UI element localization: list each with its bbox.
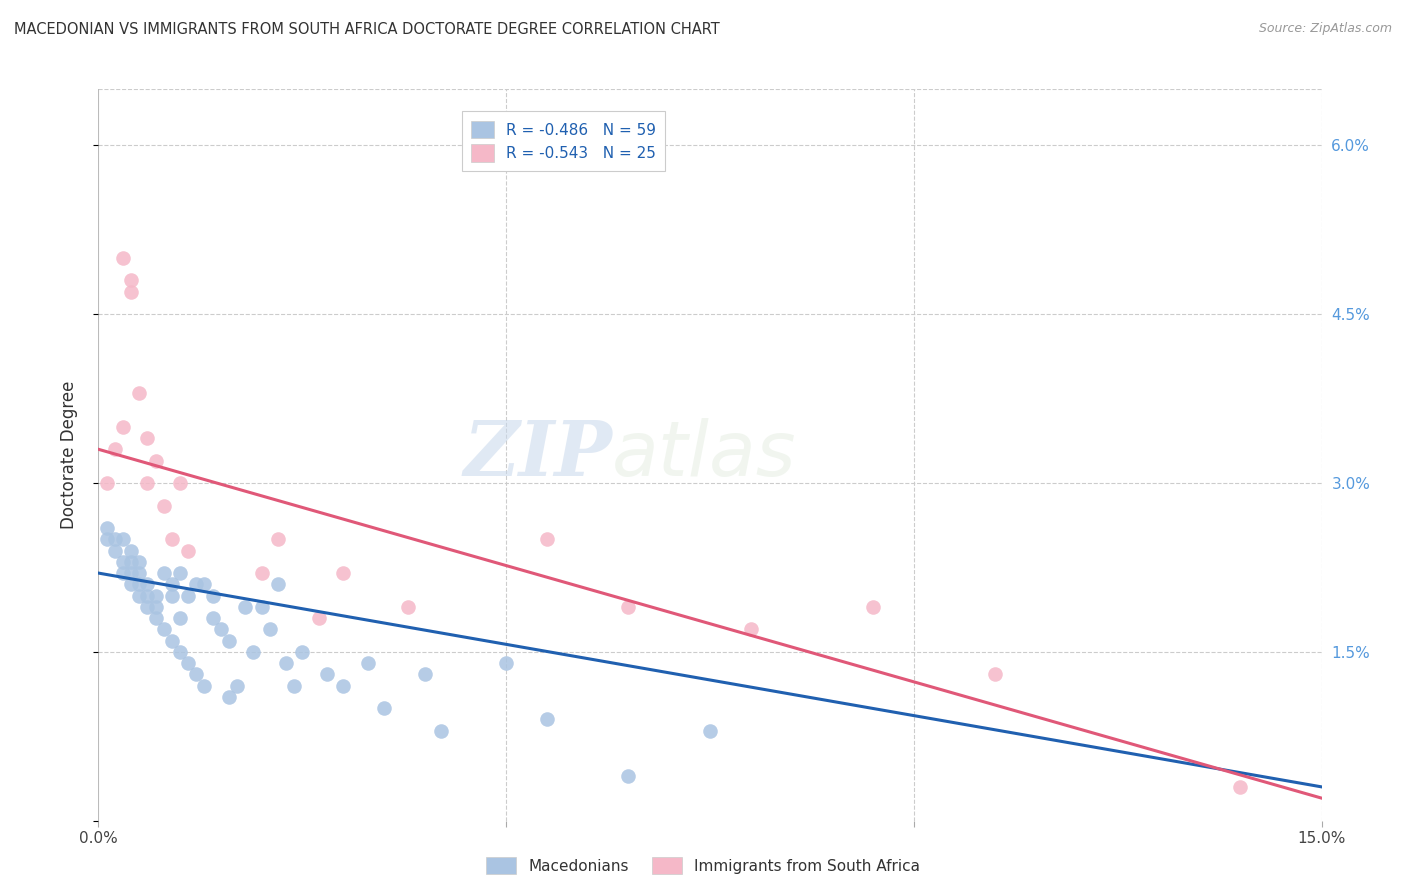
Point [160, 589, 183, 603]
Point [96, 476, 118, 491]
Point [120, 285, 142, 299]
Point [308, 611, 330, 625]
Point [332, 679, 354, 693]
Point [169, 566, 191, 580]
Point [152, 499, 174, 513]
Point [259, 623, 281, 637]
Point [152, 566, 174, 580]
Point [160, 533, 183, 547]
Text: Source: ZipAtlas.com: Source: ZipAtlas.com [1258, 22, 1392, 36]
Point [218, 690, 240, 704]
Point [136, 599, 159, 614]
Point [291, 645, 314, 659]
Point [218, 633, 240, 648]
Point [160, 633, 183, 648]
Point [283, 679, 305, 693]
Point [242, 645, 264, 659]
Point [104, 543, 127, 558]
Point [186, 577, 208, 591]
Text: MACEDONIAN VS IMMIGRANTS FROM SOUTH AFRICA DOCTORATE DEGREE CORRELATION CHART: MACEDONIAN VS IMMIGRANTS FROM SOUTH AFRI… [14, 22, 720, 37]
Point [136, 476, 159, 491]
Point [536, 712, 558, 726]
Point [169, 645, 191, 659]
Point [120, 555, 142, 569]
Point [128, 589, 150, 603]
Point [396, 599, 419, 614]
Point [128, 555, 150, 569]
Point [186, 667, 208, 681]
Point [233, 599, 256, 614]
Point [699, 723, 721, 738]
Legend: Macedonians, Immigrants from South Africa: Macedonians, Immigrants from South Afric… [479, 851, 927, 880]
Point [145, 611, 167, 625]
Point [104, 533, 127, 547]
Legend: R = -0.486   N = 59, R = -0.543   N = 25: R = -0.486 N = 59, R = -0.543 N = 25 [461, 112, 665, 171]
Point [145, 599, 167, 614]
Point [111, 251, 134, 265]
Point [193, 679, 215, 693]
Point [152, 623, 174, 637]
Point [120, 273, 142, 287]
Point [250, 566, 273, 580]
Point [267, 533, 290, 547]
Point [430, 723, 453, 738]
Y-axis label: Doctorate Degree: Doctorate Degree [59, 381, 77, 529]
Point [120, 543, 142, 558]
Point [209, 623, 232, 637]
Point [104, 442, 127, 457]
Point [226, 679, 249, 693]
Point [145, 589, 167, 603]
Point [250, 599, 273, 614]
Point [111, 566, 134, 580]
Point [169, 611, 191, 625]
Point [862, 599, 884, 614]
Point [984, 667, 1007, 681]
Point [315, 667, 337, 681]
Point [740, 623, 762, 637]
Point [169, 476, 191, 491]
Point [128, 386, 150, 401]
Point [193, 577, 215, 591]
Text: atlas: atlas [612, 418, 797, 491]
Point [111, 533, 134, 547]
Point [201, 589, 224, 603]
Point [120, 577, 142, 591]
Point [96, 533, 118, 547]
Point [160, 577, 183, 591]
Point [128, 577, 150, 591]
Point [201, 611, 224, 625]
Point [177, 543, 200, 558]
Point [274, 656, 297, 670]
Point [136, 431, 159, 445]
Point [177, 589, 200, 603]
Text: ZIP: ZIP [464, 418, 612, 491]
Point [1229, 780, 1251, 794]
Point [136, 577, 159, 591]
Point [177, 656, 200, 670]
Point [536, 533, 558, 547]
Point [111, 555, 134, 569]
Point [145, 453, 167, 467]
Point [267, 577, 290, 591]
Point [356, 656, 378, 670]
Point [495, 656, 517, 670]
Point [128, 566, 150, 580]
Point [617, 599, 640, 614]
Point [120, 566, 142, 580]
Point [111, 419, 134, 434]
Point [617, 769, 640, 783]
Point [413, 667, 436, 681]
Point [332, 566, 354, 580]
Point [96, 521, 118, 535]
Point [136, 589, 159, 603]
Point [373, 701, 395, 715]
